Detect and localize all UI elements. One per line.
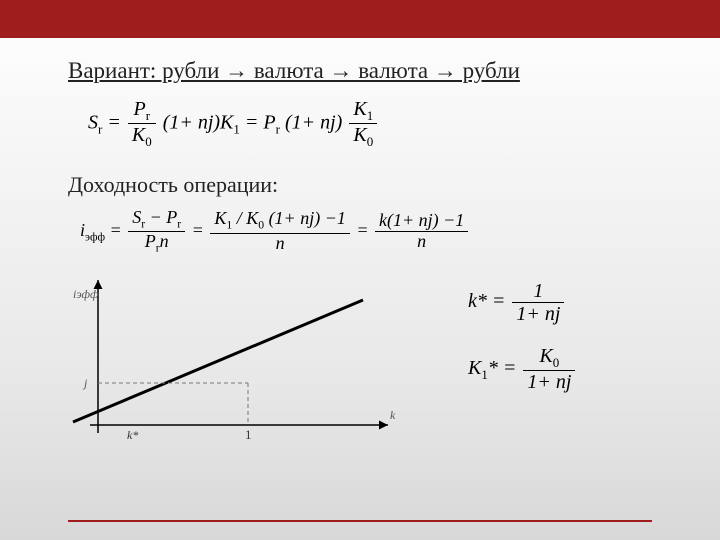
slide-content: Вариант: рубли → валюта → валюта → рубли…	[0, 38, 720, 445]
svg-text:1: 1	[245, 427, 252, 442]
svg-text:k: k	[390, 408, 396, 422]
formula-kstar: k* = 1 1+ nj	[468, 280, 577, 325]
frac-final: k(1+ nj) −1 n	[375, 211, 468, 252]
frac-sr-pr: Sr − Pr Prn	[128, 208, 185, 256]
footer-accent-line	[68, 520, 652, 522]
slide-heading: Вариант: рубли → валюта → валюта → рубли	[68, 58, 652, 84]
frac-k1-k0: K1 K0	[349, 98, 377, 150]
sub-r: r	[98, 121, 102, 136]
frac-pr-k0: Pr K0	[128, 98, 156, 150]
svg-text:j: j	[82, 376, 88, 390]
lower-row: iэфф k j k* 1 k* = 1 1+ nj K1* = K0 1+ nj	[68, 270, 652, 445]
formula-k1star: K1* = K0 1+ nj	[468, 345, 577, 393]
formula-ieff: iэфф = Sr − Pr Prn = K1 / K0 (1+ nj) −1 …	[80, 208, 652, 256]
subheading: Доходность операции:	[68, 172, 652, 198]
frac-k1k0: K1 / K0 (1+ nj) −1 n	[210, 209, 350, 253]
side-formulas: k* = 1 1+ nj K1* = K0 1+ nj	[468, 280, 577, 413]
header-accent-bar	[0, 0, 720, 38]
formula-sr: Sr = Pr K0 (1+ nj)K1 = Pr (1+ nj) K1 K0	[88, 98, 652, 150]
var-s: S	[88, 111, 98, 133]
line-chart: iэфф k j k* 1	[68, 270, 408, 445]
chart-svg: iэфф k j k* 1	[68, 270, 408, 445]
svg-text:k*: k*	[127, 428, 138, 442]
svg-text:iэфф: iэфф	[73, 287, 99, 301]
